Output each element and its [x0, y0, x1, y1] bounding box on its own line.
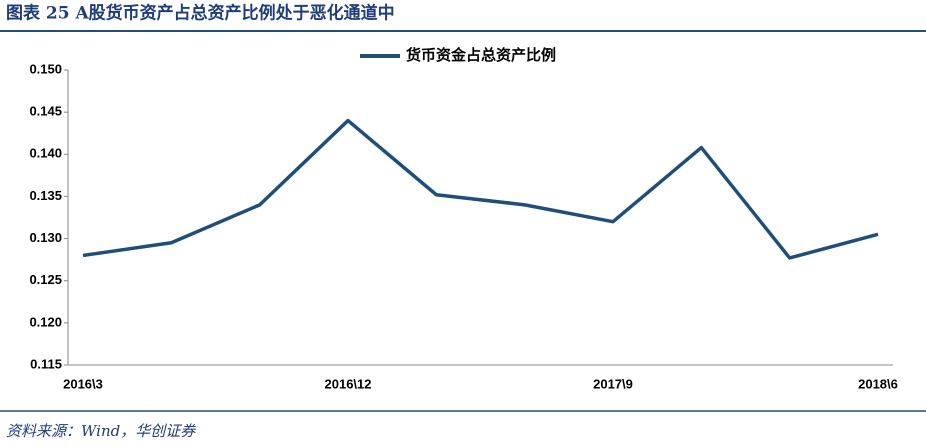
y-tick-label: 0.120 — [29, 314, 62, 329]
series-line — [82, 118, 879, 260]
x-tick-label: 2016\3 — [63, 376, 103, 391]
y-tick-label: 0.125 — [29, 272, 62, 287]
y-tick-label: 0.145 — [29, 104, 62, 119]
x-tick-label: 2018\6 — [858, 376, 898, 391]
x-tick-label: 2017\9 — [593, 376, 633, 391]
y-tick-label: 0.130 — [29, 230, 62, 245]
y-tick-label: 0.140 — [29, 146, 62, 161]
source: 资料来源：Wind，华创证券 — [6, 422, 196, 440]
y-tick-label: 0.115 — [30, 356, 62, 371]
x-tick-label: 2016\12 — [325, 376, 372, 391]
title: 图表 25 A股货币资产占总资产比例处于恶化通道中 — [6, 3, 395, 24]
legend-label: 货币资金占总资产比例 — [406, 46, 556, 64]
y-tick-label: 0.135 — [29, 188, 62, 203]
y-tick-label: 0.150 — [29, 61, 62, 76]
